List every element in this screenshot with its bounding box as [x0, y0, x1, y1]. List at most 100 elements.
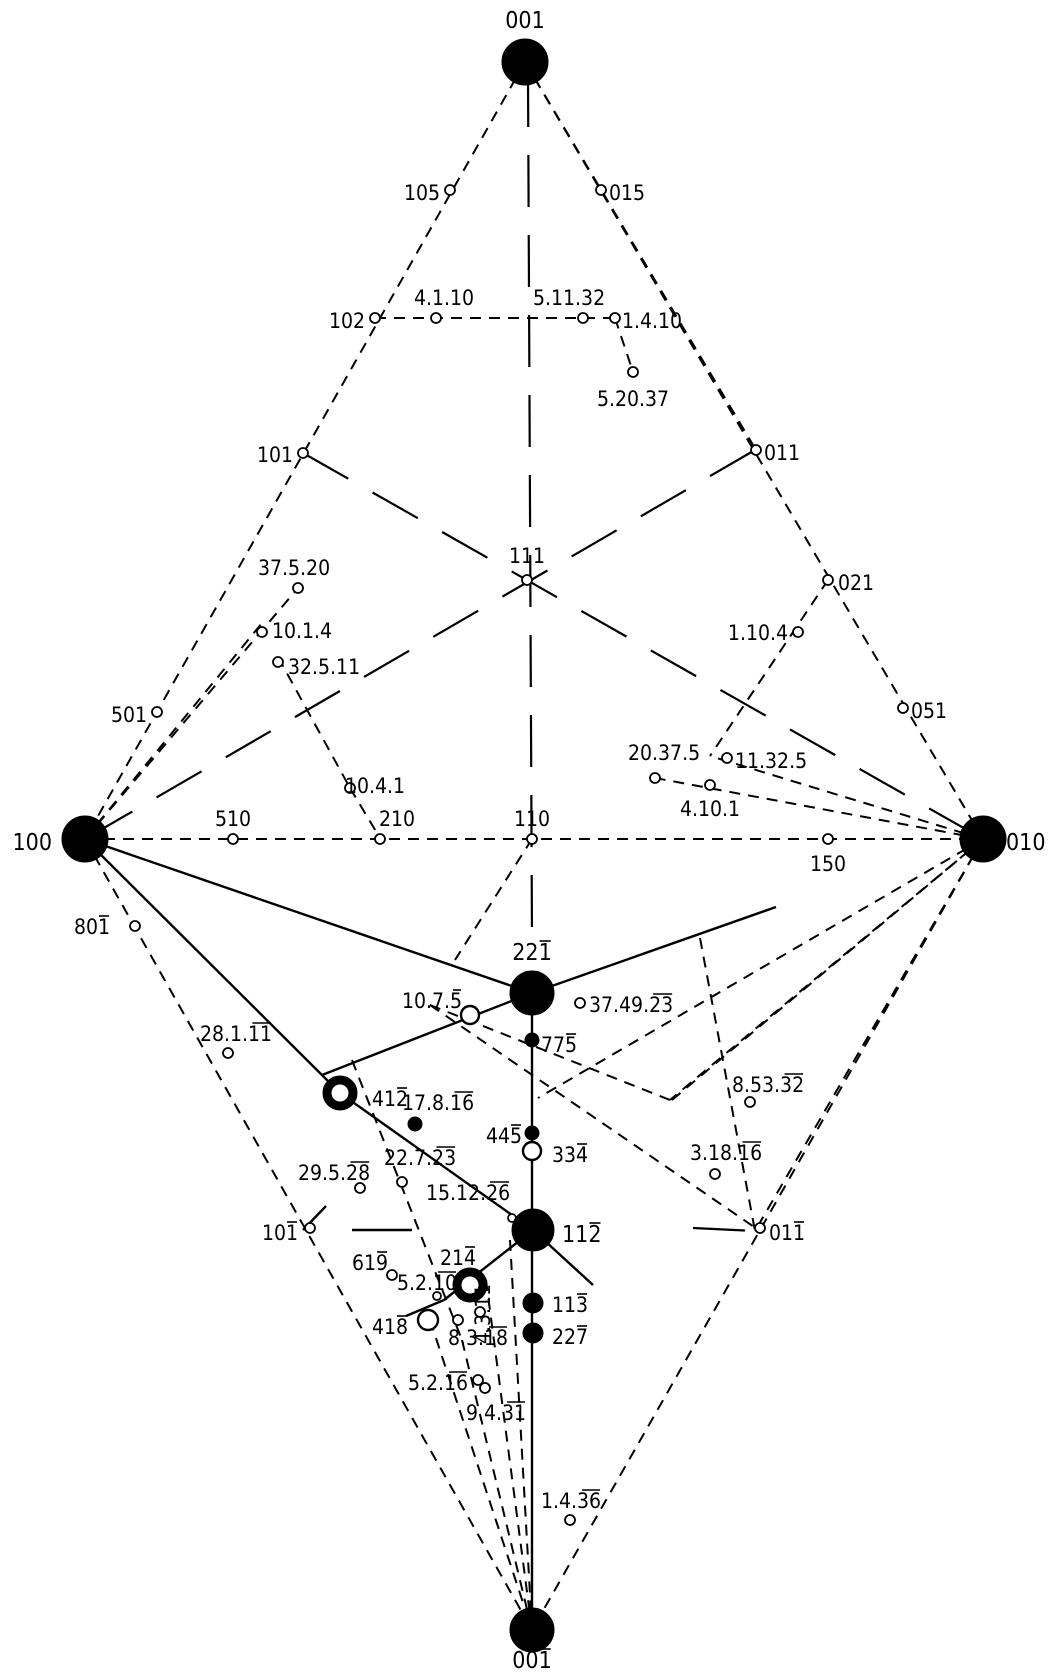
pole-label-p110: 110 [514, 807, 550, 831]
pole-label-p101b: 101 [262, 1221, 298, 1245]
pole-marker-p22723 [396, 1176, 408, 1188]
pole-marker-p011 [750, 444, 762, 456]
pole-marker-p2811 [222, 1047, 234, 1059]
zone-line [429, 1004, 761, 1232]
zone-line [461, 1339, 533, 1631]
pole-marker-p015 [595, 184, 607, 196]
zone-line [754, 838, 984, 1232]
pole-label-p51132: 5.11.32 [533, 286, 605, 310]
pole-marker-p334 [521, 1140, 543, 1162]
pole-marker-p1014 [256, 626, 268, 638]
pole-label-p011b: 011 [769, 1221, 805, 1245]
pole-label-p105: 105 [404, 181, 440, 205]
pole-label-p4101: 4.10.1 [680, 797, 740, 821]
pole-label-p20375: 20.37.5 [628, 741, 700, 765]
pole-label-p112: 112 [562, 1222, 602, 1248]
pole-label-p52037: 5.20.37 [597, 387, 669, 411]
pole-label-p31816: 3.18.16 [690, 1141, 762, 1165]
pole-label-p102: 102 [329, 309, 365, 333]
pole-label-p010: 010 [1006, 830, 1046, 856]
pole-label-p412: 412 [372, 1087, 408, 1111]
pole-label-p334: 334 [552, 1143, 588, 1167]
pole-marker-p105 [444, 184, 456, 196]
pole-marker-p445 [524, 1125, 540, 1141]
pole-label-p227: 227 [552, 1325, 588, 1349]
pole-label-p501: 501 [111, 703, 147, 727]
pole-label-p2811: 28.1.11 [200, 1022, 272, 1046]
zone-line [302, 452, 984, 840]
pole-marker-p112 [511, 1208, 555, 1252]
zone-line [321, 991, 533, 1077]
zone-line [84, 449, 756, 840]
pole-marker-p210 [374, 833, 386, 845]
pole-marker-p1436 [564, 1514, 576, 1526]
pole-marker-p001 [501, 38, 549, 86]
pole-marker-p150 [822, 833, 834, 845]
pole-marker-p4110 [430, 312, 442, 324]
pole-label-p111: 111 [509, 544, 545, 568]
pole-label-p85332: 8.53.32 [732, 1073, 804, 1097]
zone-line [339, 1092, 534, 1231]
zone-line [84, 838, 533, 1631]
pole-label-p37520: 37.5.20 [258, 556, 330, 580]
pole-marker-p5216 [472, 1374, 484, 1386]
pole-marker-p214 [452, 1267, 488, 1303]
pole-label-p214: 214 [440, 1246, 476, 1270]
pole-label-p1104: 1.10.4 [728, 621, 788, 645]
zone-line [509, 1239, 533, 1631]
pole-label-p8318: 8.3.18 [448, 1326, 508, 1350]
zone-line [351, 1059, 463, 1341]
pole-label-p775: 775 [541, 1033, 577, 1057]
pole-label-p801: 801 [74, 915, 110, 939]
pole-label-p4311: 4.3.11 [471, 1284, 495, 1344]
pole-label-p1436: 1.4.36 [541, 1489, 601, 1513]
pole-marker-p412 [322, 1075, 358, 1111]
pole-label-p22723: 22.7.23 [384, 1146, 456, 1170]
pole-label-p011: 011 [764, 441, 800, 465]
zone-line [531, 905, 777, 995]
pole-marker-p619 [386, 1269, 398, 1281]
pole-marker-p113 [522, 1292, 544, 1314]
zone-line [454, 838, 533, 961]
pole-label-p1014: 10.1.4 [272, 619, 332, 643]
pole-marker-p32511 [272, 656, 284, 668]
pole-marker-p101 [297, 447, 309, 459]
pole-label-p445: 445 [486, 1124, 522, 1148]
zone-line [84, 837, 533, 995]
pole-label-p1075: 10.7.5 [402, 989, 462, 1013]
pole-label-p11325: 11.32.5 [735, 749, 807, 773]
zone-line [349, 787, 381, 839]
pole-label-p510: 510 [215, 807, 251, 831]
pole-marker-p001b [509, 1607, 555, 1653]
pole-marker-p8318 [452, 1314, 464, 1326]
pole-label-p1410: 1.4.10 [622, 309, 682, 333]
pole-marker-p4311 [474, 1306, 486, 1318]
pole-label-p051: 051 [911, 699, 947, 723]
zone-line [405, 1298, 445, 1318]
zone-line [699, 937, 756, 1232]
pole-marker-p801 [129, 920, 141, 932]
zone-line [277, 656, 351, 789]
pole-marker-p418 [416, 1308, 440, 1332]
pole-marker-p52037 [627, 366, 639, 378]
pole-label-p5216: 5.2.16 [408, 1371, 468, 1395]
pole-marker-p1410 [609, 312, 621, 324]
pole-marker-p20375 [649, 772, 661, 784]
pole-marker-p374923 [574, 997, 586, 1009]
pole-label-p619: 619 [352, 1251, 388, 1275]
pole-label-p221: 221 [512, 940, 552, 966]
pole-marker-p1075 [459, 1004, 481, 1026]
pole-marker-p110 [526, 833, 538, 845]
pole-marker-p37520 [292, 582, 304, 594]
pole-label-p151226: 15.12.26 [426, 1181, 510, 1205]
zone-line [669, 838, 984, 1101]
pole-marker-p17816 [407, 1116, 423, 1132]
pole-label-p113: 113 [552, 1293, 588, 1317]
pole-marker-p5210 [432, 1291, 442, 1301]
pole-marker-p1041 [344, 782, 356, 794]
pole-marker-p102 [369, 312, 381, 324]
pole-marker-p221 [509, 970, 555, 1016]
pole-label-p001: 001 [505, 8, 545, 34]
pole-label-p5210: 5.2.10 [397, 1271, 457, 1295]
